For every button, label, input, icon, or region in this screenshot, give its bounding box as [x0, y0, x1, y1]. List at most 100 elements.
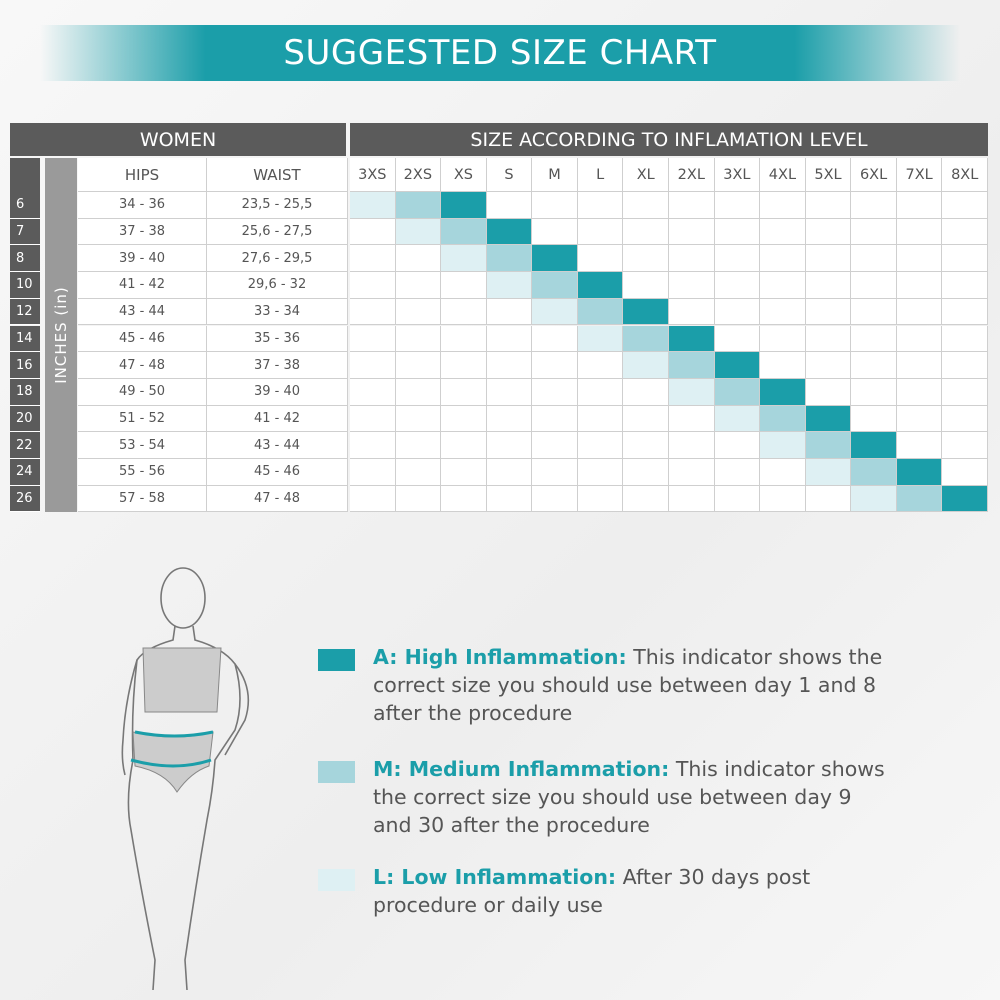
size-cell — [395, 405, 442, 433]
waist: 39 - 40 — [207, 378, 348, 406]
medium-cell — [441, 218, 487, 246]
size-cell — [896, 378, 943, 406]
size-cell — [851, 405, 897, 433]
size-cell — [441, 325, 487, 353]
size-cell — [441, 485, 487, 513]
size-cell — [577, 218, 624, 246]
waist: 45 - 46 — [207, 459, 348, 486]
size-header: 7XL — [896, 158, 943, 192]
size-header: 4XL — [760, 158, 806, 192]
size-cell — [350, 432, 396, 459]
low-cell — [395, 218, 442, 246]
size-cell — [714, 485, 761, 513]
waist: 43 - 44 — [207, 432, 348, 459]
legend-swatch — [318, 761, 355, 783]
size-header: 5XL — [805, 158, 852, 192]
high-cell — [805, 405, 852, 433]
size-cell — [942, 298, 988, 326]
size-header: 2XS — [395, 158, 442, 192]
size-cell — [577, 352, 624, 379]
size-cell — [714, 218, 761, 246]
size-cell — [441, 405, 487, 433]
medium-cell — [532, 272, 578, 299]
size-cell — [805, 298, 852, 326]
size-cell — [532, 352, 578, 379]
size-cell — [896, 298, 943, 326]
legend-text: M: Medium Inflammation: This indicator s… — [373, 755, 893, 839]
row-size: 14 — [10, 325, 40, 353]
size-cell — [942, 245, 988, 273]
size-cell — [805, 192, 852, 219]
column-header: HIPS — [78, 158, 207, 192]
high-cell — [486, 218, 533, 246]
waist: 23,5 - 25,5 — [207, 192, 348, 219]
size-header: 2XL — [669, 158, 715, 192]
size-cell — [896, 192, 943, 219]
waist: 27,6 - 29,5 — [207, 245, 348, 273]
size-cell — [805, 325, 852, 353]
size-cell — [350, 325, 396, 353]
medium-cell — [760, 405, 806, 433]
size-cell — [623, 245, 669, 273]
low-cell — [851, 485, 897, 513]
hips: 57 - 58 — [78, 485, 207, 513]
size-cell — [395, 378, 442, 406]
size-cell — [805, 218, 852, 246]
row-size: 26 — [10, 485, 40, 513]
medium-cell — [714, 378, 761, 406]
row-size: 10 — [10, 272, 40, 299]
size-header: M — [532, 158, 578, 192]
size-cell — [669, 245, 715, 273]
size-cell — [532, 432, 578, 459]
size-cell — [395, 298, 442, 326]
waist: 35 - 36 — [207, 325, 348, 353]
legend-text: A: High Inflammation: This indicator sho… — [373, 643, 893, 727]
legend-label: A: High Inflammation: — [373, 645, 627, 669]
size-cell — [760, 459, 806, 486]
size-cell — [577, 245, 624, 273]
size-cell — [669, 218, 715, 246]
row-size: 8 — [10, 245, 40, 273]
size-cell — [805, 485, 852, 513]
size-cell — [395, 352, 442, 379]
size-cell — [441, 459, 487, 486]
size-cell — [669, 298, 715, 326]
size-cell — [805, 378, 852, 406]
size-cell — [486, 485, 533, 513]
size-cell — [623, 459, 669, 486]
size-cell — [942, 192, 988, 219]
size-cell — [623, 485, 669, 513]
low-cell — [805, 459, 852, 486]
size-cell — [851, 378, 897, 406]
size-cell — [760, 245, 806, 273]
size-cell — [851, 325, 897, 353]
hips: 41 - 42 — [78, 272, 207, 299]
low-cell — [486, 272, 533, 299]
size-cell — [669, 192, 715, 219]
size-cell — [441, 298, 487, 326]
size-cell — [486, 192, 533, 219]
size-cell — [760, 298, 806, 326]
medium-cell — [577, 298, 624, 326]
size-cell — [441, 352, 487, 379]
size-cell — [486, 378, 533, 406]
size-cell — [896, 325, 943, 353]
size-cell — [532, 325, 578, 353]
size-cell — [942, 432, 988, 459]
body-figure — [121, 567, 250, 991]
size-cell — [669, 272, 715, 299]
low-cell — [350, 192, 396, 219]
size-cell — [760, 485, 806, 513]
size-cell — [760, 325, 806, 353]
low-cell — [669, 378, 715, 406]
size-cell — [532, 405, 578, 433]
legend-description: This indicator shows the correct size yo… — [373, 645, 883, 725]
size-cell — [714, 325, 761, 353]
group-header: SIZE ACCORDING TO INFLAMATION LEVEL — [350, 123, 988, 156]
hips: 49 - 50 — [78, 378, 207, 406]
size-cell — [623, 218, 669, 246]
size-cell — [714, 432, 761, 459]
hips: 43 - 44 — [78, 298, 207, 326]
size-cell — [851, 298, 897, 326]
